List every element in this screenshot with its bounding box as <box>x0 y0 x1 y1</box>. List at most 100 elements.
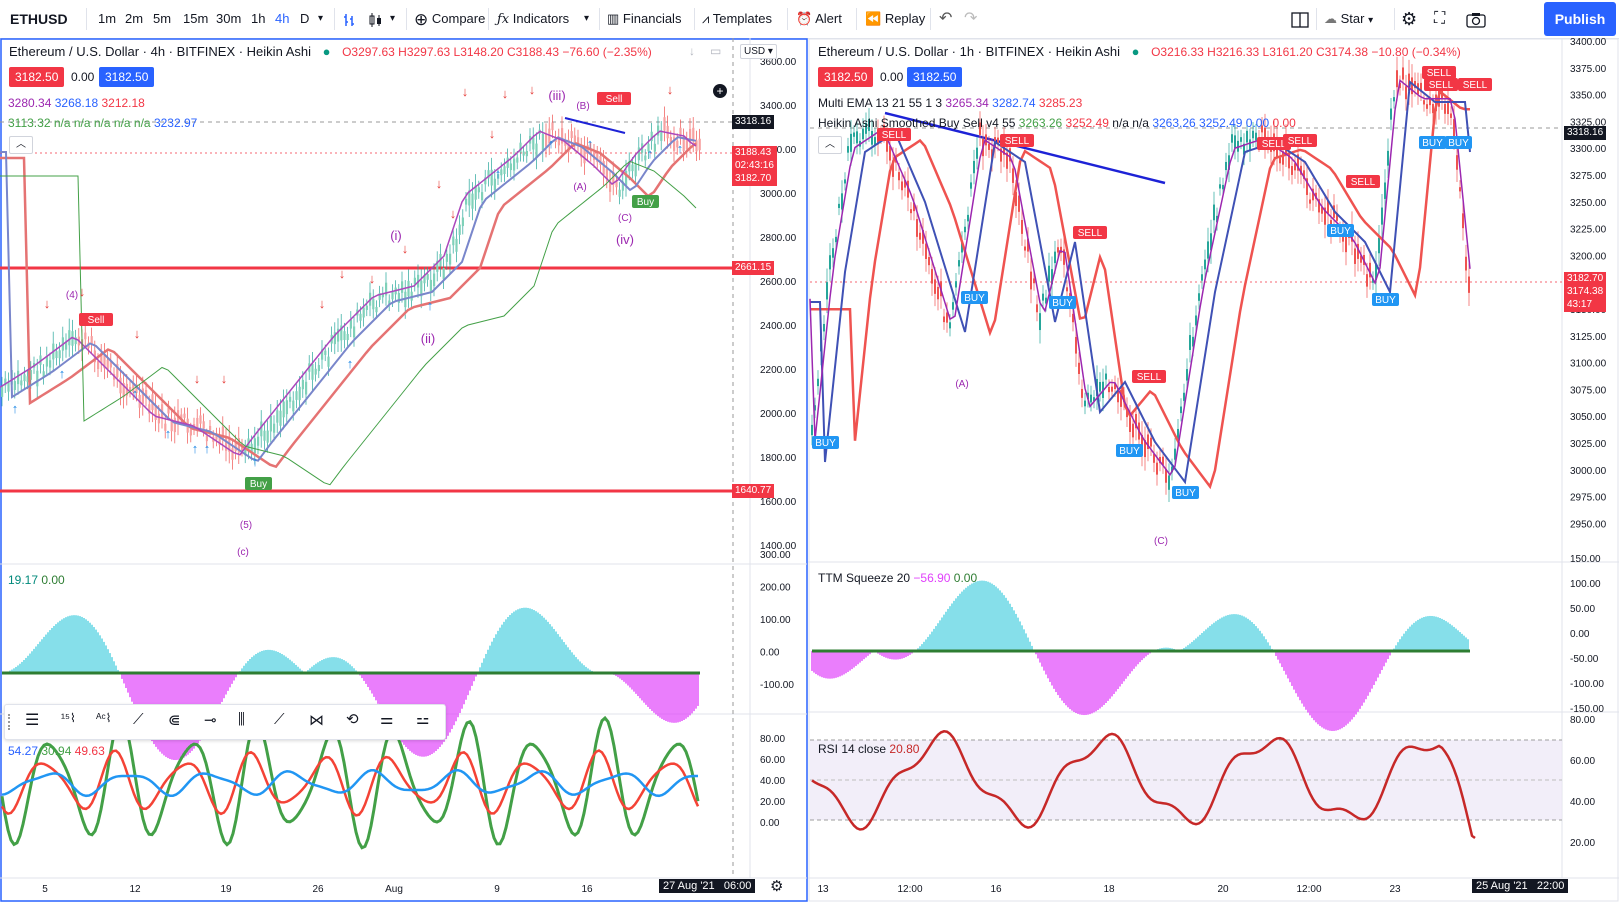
candle-body <box>904 180 906 188</box>
bar-countdown: 02:43:16 <box>735 160 774 171</box>
undo-icon[interactable]: ↶ <box>939 10 953 27</box>
candle-body <box>1108 387 1110 393</box>
camera-icon[interactable] <box>1466 0 1486 38</box>
sell-signal <box>1422 66 1456 79</box>
crosshair-price-tag: 3318.16 <box>1564 126 1607 140</box>
candle-body <box>372 298 375 310</box>
chevron-down-icon[interactable]: ▾ <box>390 13 396 24</box>
candle-body <box>436 260 439 272</box>
add-alert-icon[interactable]: + <box>713 84 727 98</box>
left-time-tick: 16 <box>581 884 593 895</box>
ema-label[interactable]: Multi EMA 13 21 55 1 3 <box>818 96 943 110</box>
interval-1h[interactable]: 1h <box>251 11 266 26</box>
candle-body <box>1183 392 1185 401</box>
candle-body <box>413 277 416 285</box>
wave-label: (C) <box>618 213 632 224</box>
compare-button[interactable]: ⊕ Compare <box>414 0 485 38</box>
redo-icon[interactable]: ↷ <box>964 10 978 27</box>
left-price-tick: 2800.00 <box>760 233 797 244</box>
ray-icon[interactable]: ⟋ <box>274 711 285 728</box>
candles-icon[interactable] <box>367 0 383 38</box>
abc-wave-icon[interactable]: ᴬᶜ⌇ <box>96 711 112 725</box>
candle-body <box>679 127 682 137</box>
stoch-line-red <box>0 749 700 817</box>
sell-signal <box>1073 226 1107 239</box>
settings-sliders-icon[interactable]: ⚌ <box>380 711 394 728</box>
interval-4h[interactable]: 4h <box>275 11 290 26</box>
fullscreen-icon[interactable]: ⛶ <box>1434 10 1446 27</box>
publish-button[interactable]: Publish <box>1544 2 1616 36</box>
buy-price-badge[interactable]: 3182.50 <box>99 67 155 87</box>
chart-canvas[interactable]: 3600.00 3400.00 3200.00 3000.00 2800.00 2600.… <box>0 38 1619 902</box>
elliott-wave-icon[interactable]: ¹⁵⌇ <box>61 711 76 725</box>
sell-price-badge[interactable]: 3182.50 <box>818 67 874 87</box>
candle-body <box>1321 207 1323 214</box>
trend-line-right[interactable] <box>884 111 1166 185</box>
candle-body <box>1381 207 1383 225</box>
chevron-down-icon[interactable]: ▾ <box>318 13 324 24</box>
ema-value-1: 3265.34 <box>945 96 989 110</box>
financials-button[interactable]: ▥ Financials <box>607 0 681 38</box>
buy-signal <box>1049 296 1076 309</box>
candle-body <box>1420 82 1422 92</box>
right-chart-title[interactable]: Ethereum / U.S. Dollar · 1h · BITFINEX ·… <box>818 44 1120 59</box>
left-price-tick: 2600.00 <box>760 277 797 288</box>
arrow-down-icon[interactable]: ↓ <box>689 44 695 58</box>
chevron-down-icon[interactable]: ▾ <box>584 13 590 24</box>
squeeze-label[interactable]: TTM Squeeze 20 <box>818 571 911 585</box>
left-chart-title[interactable]: Ethereum / U.S. Dollar · 4h · BITFINEX ·… <box>9 44 311 59</box>
pattern-icon[interactable]: ⋈ <box>309 712 324 729</box>
up-arrow-icon: ↑ <box>427 298 434 313</box>
replay-button[interactable]: ⏪ Replay <box>865 0 925 38</box>
rsi-label[interactable]: RSI 14 close <box>818 742 887 756</box>
candle-body <box>1033 278 1035 284</box>
candle-body <box>522 151 525 156</box>
squeeze-value: −56.90 <box>913 571 951 585</box>
candle-body <box>218 436 221 446</box>
more-tools-icon[interactable]: ⚍ <box>416 711 430 728</box>
pitchfork-icon[interactable]: ⋐ <box>168 712 181 729</box>
trend-line-left[interactable] <box>564 117 626 134</box>
interval-15m[interactable]: 15m <box>183 11 209 26</box>
interval-30m[interactable]: 30m <box>216 11 242 26</box>
buy-price-badge[interactable]: 3182.50 <box>907 67 963 87</box>
down-arrow-icon: ↓ <box>339 266 346 281</box>
candle-body <box>1378 237 1380 254</box>
bar-style-icon[interactable] <box>342 0 358 38</box>
ha-label[interactable]: Heikin Ashi Smoothed Buy Sell v4 55 <box>818 116 1016 130</box>
candle-body <box>1060 246 1062 254</box>
interval-1m[interactable]: 1m <box>98 11 117 26</box>
right-price-tick: 3000.00 <box>1570 466 1607 477</box>
candle-body <box>1390 108 1392 120</box>
candle-body <box>1132 423 1134 438</box>
trend-line-icon[interactable]: ⟋ <box>133 711 144 728</box>
interval-5m[interactable]: 5m <box>153 11 172 26</box>
collapse-legend-icon[interactable]: ︿ <box>818 136 842 154</box>
alert-button[interactable]: ⏰ Alert <box>796 0 842 38</box>
candle-body <box>1411 77 1413 95</box>
templates-button[interactable]: ⩘ Templates <box>702 0 772 38</box>
gear-icon[interactable]: ⚙ <box>770 878 784 895</box>
symbol-search[interactable]: ETHUSD <box>10 11 68 27</box>
sell-price-badge[interactable]: 3182.50 <box>9 67 65 87</box>
indicators-button[interactable]: ƒx Indicators <box>497 0 569 38</box>
star-layout-button[interactable]: ☁ Star ▾ <box>1324 0 1373 38</box>
maximize-icon[interactable]: ▭ <box>710 44 722 58</box>
lines-tool-icon[interactable]: ☰ <box>25 712 40 729</box>
drag-handle[interactable] <box>8 714 12 730</box>
candle-body <box>657 125 660 136</box>
layout-icon[interactable] <box>1291 0 1309 38</box>
vertical-lines-icon[interactable]: ⫼ <box>238 711 245 728</box>
collapse-legend-icon[interactable]: ︿ <box>9 136 33 154</box>
currency-select[interactable]: USD ▾ <box>740 44 777 59</box>
right-price-tick: 3250.00 <box>1570 198 1607 209</box>
right-squeeze-tick: 100.00 <box>1570 579 1601 590</box>
candle-body <box>45 355 48 367</box>
candle-body <box>1066 287 1068 292</box>
spiral-icon[interactable]: ⟲ <box>346 711 359 728</box>
horizontal-ray-icon[interactable]: ⊸ <box>204 712 217 729</box>
up-arrow-icon: ↑ <box>548 136 555 151</box>
gear-icon[interactable]: ⚙ <box>1401 9 1418 29</box>
interval-2m[interactable]: 2m <box>125 11 144 26</box>
interval-1d[interactable]: D <box>300 11 310 26</box>
